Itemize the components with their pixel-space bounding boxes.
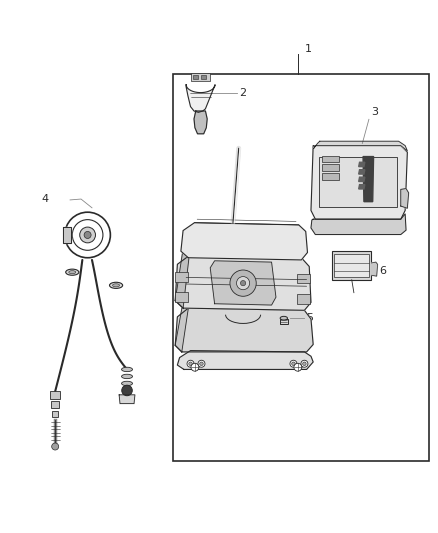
Circle shape [240,280,246,286]
Bar [322,165,339,171]
Polygon shape [175,308,313,352]
Polygon shape [311,146,407,219]
Text: 5: 5 [306,313,313,323]
Bar [52,410,59,417]
Bar [193,75,198,79]
Polygon shape [63,227,71,243]
Ellipse shape [122,381,132,386]
Bar [201,75,206,79]
Polygon shape [359,162,365,167]
Circle shape [191,364,199,371]
Circle shape [230,270,256,296]
Polygon shape [363,157,374,201]
Ellipse shape [280,317,287,320]
Bar [297,294,310,304]
Polygon shape [194,111,207,134]
Polygon shape [311,214,406,235]
Polygon shape [313,141,407,151]
Polygon shape [119,395,135,403]
Polygon shape [371,262,378,276]
Bar [50,391,60,399]
Bar [280,319,287,324]
Polygon shape [175,249,189,308]
Text: 1: 1 [304,44,311,54]
Circle shape [290,360,297,367]
Bar [334,254,369,278]
Ellipse shape [66,269,79,275]
Bar [297,273,310,283]
Polygon shape [401,189,409,208]
Bar [322,173,339,180]
Circle shape [187,360,194,367]
Circle shape [198,360,205,367]
Bar [175,292,188,302]
Text: 2: 2 [239,87,246,98]
Text: 4: 4 [41,194,48,204]
Ellipse shape [110,282,123,288]
Polygon shape [210,261,276,305]
Bar [332,251,371,280]
Ellipse shape [69,271,76,274]
Ellipse shape [122,374,132,378]
Polygon shape [175,302,188,352]
Circle shape [292,362,295,366]
Bar [319,157,397,207]
Ellipse shape [122,367,132,372]
Polygon shape [359,177,365,182]
Polygon shape [359,169,365,174]
Circle shape [122,385,132,395]
Circle shape [294,364,302,371]
Text: 3: 3 [371,107,378,117]
Circle shape [301,360,308,367]
Polygon shape [359,184,365,189]
Polygon shape [181,223,307,260]
Bar [322,156,339,162]
Circle shape [189,362,192,366]
Bar [51,401,59,408]
Circle shape [52,443,59,450]
Bar [175,272,188,282]
Bar [173,74,429,462]
Circle shape [237,277,250,290]
Circle shape [303,362,306,366]
Polygon shape [177,351,313,369]
Polygon shape [186,85,215,112]
Circle shape [84,231,91,238]
Circle shape [80,227,95,243]
Circle shape [200,362,203,366]
Bar [191,74,210,81]
Ellipse shape [113,284,120,287]
Text: 6: 6 [379,266,386,276]
Polygon shape [175,255,311,310]
